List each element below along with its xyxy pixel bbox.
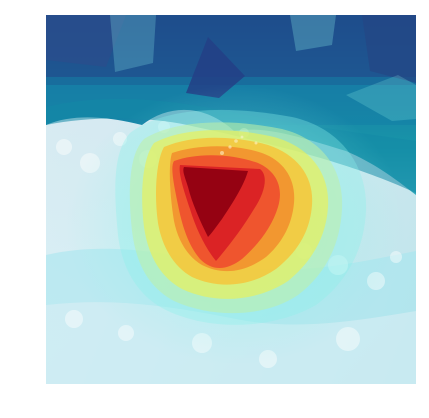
heat-peak <box>183 167 248 237</box>
cold-region-right <box>362 15 416 83</box>
cold-region-top <box>186 37 245 98</box>
contour-top-left <box>110 15 156 72</box>
cold-region-left <box>46 15 126 67</box>
ocean-wave-heatmap <box>46 15 416 384</box>
heatmap-overlay-image <box>46 15 416 384</box>
contour-right-mid <box>346 75 416 121</box>
contour-top-right <box>290 15 336 51</box>
spray-dots <box>220 135 258 155</box>
